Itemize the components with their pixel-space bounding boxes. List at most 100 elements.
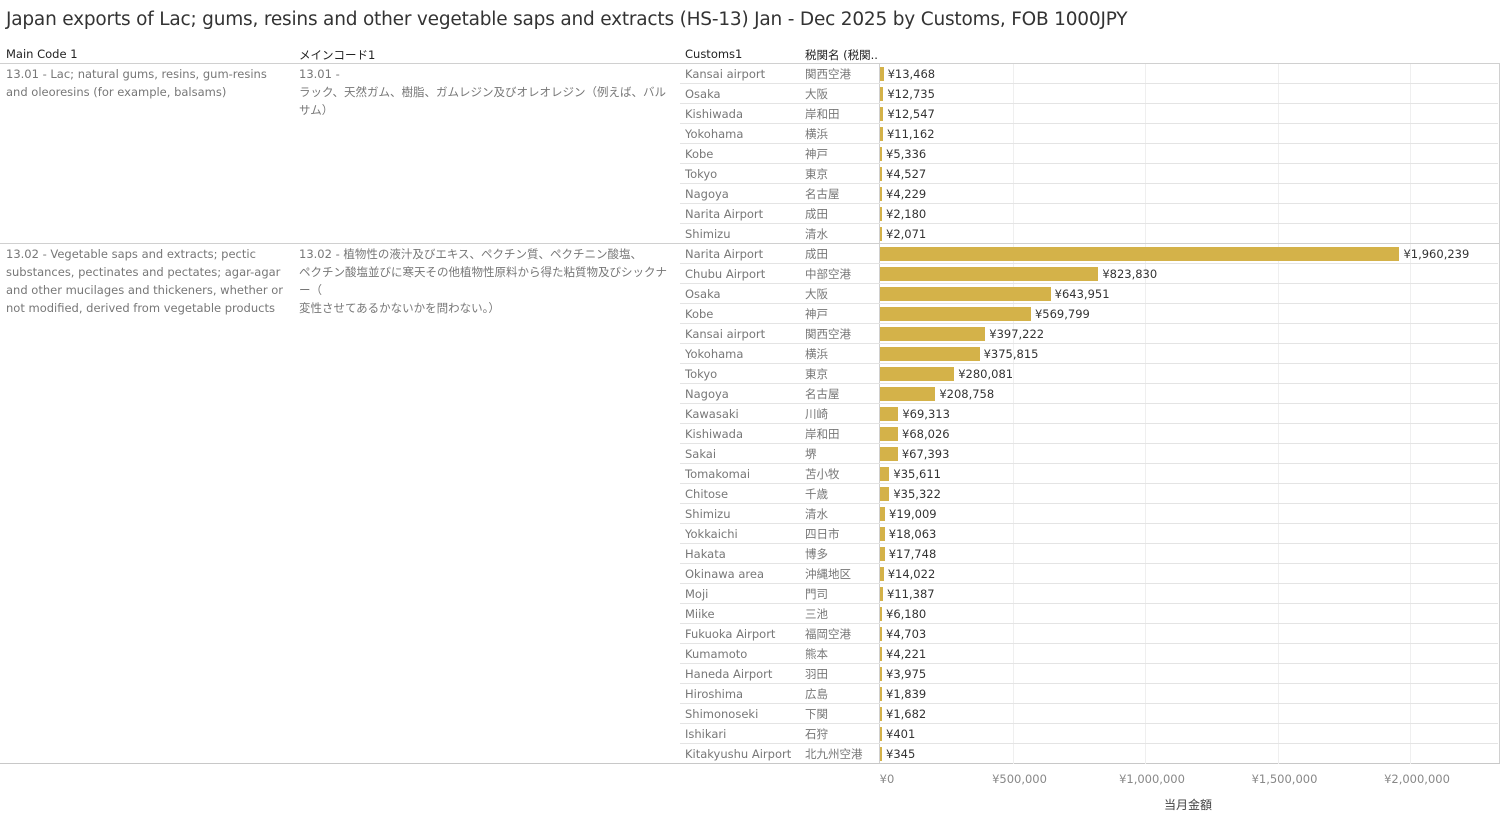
header-customs-jp[interactable]: 税関名 (税関.. — [805, 48, 878, 62]
bar[interactable] — [880, 647, 882, 661]
customs-name[interactable]: Shimizu — [685, 227, 731, 241]
bar[interactable] — [880, 627, 882, 641]
customs-name[interactable]: Nagoya — [685, 187, 729, 201]
bar-value-label: ¥11,162 — [886, 127, 935, 141]
bar[interactable] — [880, 427, 899, 441]
customs-name[interactable]: Kitakyushu Airport — [685, 747, 792, 761]
bar[interactable] — [880, 707, 882, 721]
bar[interactable] — [880, 587, 884, 601]
bar[interactable] — [880, 447, 898, 461]
header-main-code-jp[interactable]: メインコード1 — [299, 48, 376, 62]
bar[interactable] — [880, 287, 1051, 301]
customs-name[interactable]: Kansai airport — [685, 327, 766, 341]
customs-name-jp: 門司 — [805, 587, 828, 601]
bar[interactable] — [880, 67, 884, 81]
gridline — [1012, 64, 1014, 764]
customs-name-jp: 成田 — [805, 247, 828, 261]
customs-name[interactable]: Kobe — [685, 147, 714, 161]
bar[interactable] — [880, 307, 1031, 321]
bar[interactable] — [880, 547, 885, 561]
bar-value-label: ¥12,547 — [887, 107, 935, 121]
bar[interactable] — [880, 567, 884, 581]
header-main-code[interactable]: Main Code 1 — [6, 47, 78, 61]
bar[interactable] — [880, 87, 884, 101]
customs-name[interactable]: Narita Airport — [685, 247, 764, 261]
bar[interactable] — [880, 227, 882, 241]
row-divider — [680, 443, 1498, 444]
bar[interactable] — [880, 467, 890, 481]
customs-name[interactable]: Yokohama — [685, 127, 744, 141]
header-customs[interactable]: Customs1 — [685, 47, 743, 61]
bar-value-label: ¥35,611 — [893, 467, 941, 481]
bar[interactable] — [880, 327, 986, 341]
customs-name[interactable]: Fukuoka Airport — [685, 627, 776, 641]
customs-name[interactable]: Tokyo — [685, 167, 718, 181]
bar[interactable] — [880, 407, 899, 421]
bar[interactable] — [880, 607, 882, 621]
customs-name[interactable]: Yokkaichi — [685, 527, 738, 541]
customs-name[interactable]: Kishiwada — [685, 107, 744, 121]
customs-name-jp: 関西空港 — [805, 67, 851, 81]
customs-name-jp: 羽田 — [805, 667, 828, 681]
bar-value-label: ¥345 — [886, 747, 916, 761]
axis-line — [0, 763, 1500, 764]
customs-name[interactable]: Chitose — [685, 487, 729, 501]
bar[interactable] — [880, 167, 882, 181]
bar[interactable] — [880, 507, 886, 521]
customs-name[interactable]: Hiroshima — [685, 687, 744, 701]
customs-name[interactable]: Kansai airport — [685, 67, 766, 81]
customs-name[interactable]: Narita Airport — [685, 207, 764, 221]
bar[interactable] — [880, 727, 882, 741]
bar[interactable] — [880, 367, 955, 381]
row-divider — [680, 163, 1498, 164]
row-divider — [680, 383, 1498, 384]
customs-name[interactable]: Osaka — [685, 87, 721, 101]
bar[interactable] — [880, 687, 882, 701]
bar[interactable] — [880, 347, 980, 361]
customs-name[interactable]: Chubu Airport — [685, 267, 766, 281]
row-divider — [680, 263, 1498, 264]
bar[interactable] — [880, 147, 882, 161]
customs-name[interactable]: Kishiwada — [685, 427, 744, 441]
bar-value-label: ¥5,336 — [886, 147, 927, 161]
row-divider — [680, 463, 1498, 464]
bar[interactable] — [880, 527, 885, 541]
customs-name[interactable]: Nagoya — [685, 387, 729, 401]
customs-name[interactable]: Moji — [685, 587, 709, 601]
bar[interactable] — [880, 107, 884, 121]
bar[interactable] — [880, 487, 890, 501]
group-divider — [0, 243, 1500, 244]
customs-name[interactable]: Kawasaki — [685, 407, 739, 421]
bar[interactable] — [880, 747, 882, 761]
row-divider — [680, 523, 1498, 524]
customs-name[interactable]: Haneda Airport — [685, 667, 773, 681]
customs-name[interactable]: Ishikari — [685, 727, 727, 741]
bar[interactable] — [880, 247, 1400, 261]
customs-name[interactable]: Miike — [685, 607, 715, 621]
customs-name[interactable]: Tokyo — [685, 367, 718, 381]
group-main-code-jp: 13.01 - ラック、天然ガム、樹脂、ガムレジン及びオレオレジン（例えば、バル… — [299, 67, 666, 117]
customs-name[interactable]: Yokohama — [685, 347, 744, 361]
customs-name[interactable]: Sakai — [685, 447, 717, 461]
bar-value-label: ¥4,527 — [886, 167, 927, 181]
customs-name-jp: 熊本 — [805, 647, 828, 661]
customs-name[interactable]: Shimizu — [685, 507, 731, 521]
bar[interactable] — [880, 127, 883, 141]
bar[interactable] — [880, 387, 936, 401]
customs-name[interactable]: Okinawa area — [685, 567, 764, 581]
bar[interactable] — [880, 187, 882, 201]
row-divider — [680, 203, 1498, 204]
customs-name[interactable]: Kobe — [685, 307, 714, 321]
x-tick-label: ¥1,500,000 — [1251, 772, 1318, 786]
customs-name-jp: 中部空港 — [805, 267, 851, 281]
bar[interactable] — [880, 667, 882, 681]
bar-value-label: ¥19,009 — [889, 507, 937, 521]
bar[interactable] — [880, 267, 1099, 281]
customs-name[interactable]: Shimonoseki — [685, 707, 759, 721]
customs-name[interactable]: Kumamoto — [685, 647, 748, 661]
customs-name[interactable]: Hakata — [685, 547, 726, 561]
customs-name[interactable]: Osaka — [685, 287, 721, 301]
bar[interactable] — [880, 207, 882, 221]
customs-name[interactable]: Tomakomai — [685, 467, 751, 481]
customs-name-jp: 博多 — [805, 547, 828, 561]
